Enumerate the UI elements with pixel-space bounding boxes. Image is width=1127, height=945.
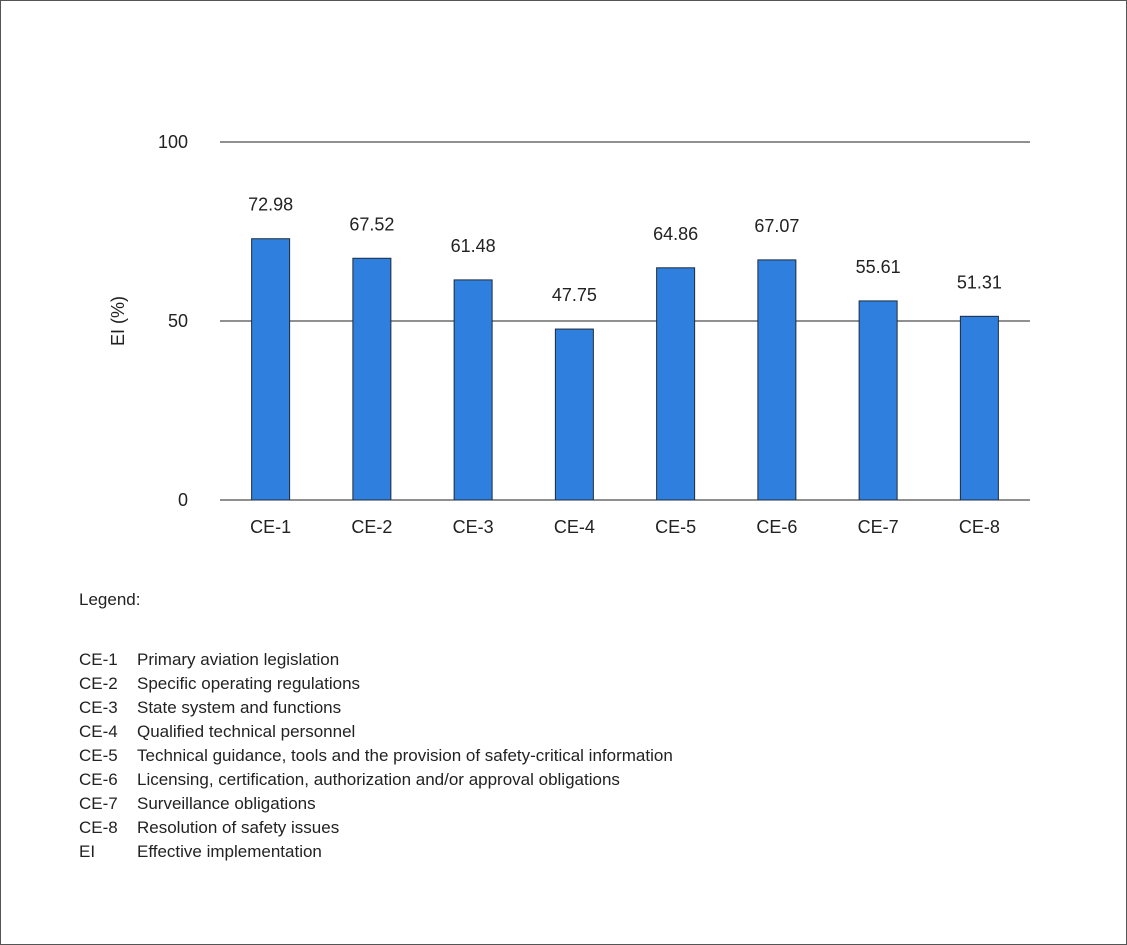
x-tick-label: CE-2 <box>351 517 392 537</box>
legend-item: EI Effective implementation <box>79 840 673 864</box>
bar-value-label: 47.75 <box>552 285 597 305</box>
bar-value-label: 72.98 <box>248 195 293 215</box>
bar <box>656 267 696 501</box>
legend-text: Qualified technical personnel <box>137 722 356 741</box>
legend-text: Specific operating regulations <box>137 674 361 693</box>
legend-code: CE-5 <box>79 746 118 765</box>
legend: Legend: CE-1 Primary aviation legislation… <box>79 590 673 864</box>
legend-item: CE-4 Qualified technical personnel <box>79 720 673 744</box>
bar <box>554 328 594 501</box>
bars <box>251 238 999 501</box>
bar <box>858 300 898 501</box>
y-tick-label: 100 <box>158 132 188 152</box>
x-tick-label: CE-1 <box>250 517 291 537</box>
legend-code: CE-4 <box>79 722 118 741</box>
bar-value-label: 67.07 <box>754 216 799 236</box>
legend-code: CE-1 <box>79 650 118 669</box>
bar-value-label: 67.52 <box>349 214 394 234</box>
gridlines <box>220 141 1030 501</box>
x-tick-label: CE-6 <box>756 517 797 537</box>
legend-title: Legend: <box>79 590 141 609</box>
bar-value-label: 55.61 <box>856 257 901 277</box>
y-tick-label: 0 <box>178 490 188 510</box>
x-tick-label: CE-3 <box>453 517 494 537</box>
bar <box>757 259 797 501</box>
x-axis-ticks: CE-1 CE-2 CE-3 CE-4 CE-5 CE-6 CE-7 CE-8 <box>250 517 1000 537</box>
bar <box>352 257 392 501</box>
legend-text: Licensing, certification, authorization … <box>137 770 620 789</box>
legend-code: CE-7 <box>79 794 118 813</box>
legend-item: CE-8 Resolution of safety issues <box>79 816 673 840</box>
bar-value-label: 61.48 <box>451 236 496 256</box>
bar <box>251 238 291 501</box>
legend-code: EI <box>79 842 96 861</box>
legend-code: CE-6 <box>79 770 118 789</box>
legend-text: Technical guidance, tools and the provis… <box>137 746 673 765</box>
legend-code: CE-3 <box>79 698 118 717</box>
bar-chart: 0 50 100 EI (%) 72.98 67.52 61.48 47.75 64.86 6… <box>108 132 1030 537</box>
bar <box>453 279 493 501</box>
legend-item: CE-1 Primary aviation legislation <box>79 648 673 672</box>
bar-value-label: 64.86 <box>653 224 698 244</box>
legend-code: CE-2 <box>79 674 118 693</box>
legend-text: Surveillance obligations <box>137 794 316 813</box>
legend-item: CE-3 State system and functions <box>79 696 673 720</box>
x-tick-label: CE-7 <box>858 517 899 537</box>
x-tick-label: CE-4 <box>554 517 595 537</box>
y-axis-ticks: 0 50 100 <box>158 132 188 510</box>
legend-item: CE-5 Technical guidance, tools and the pr… <box>79 744 673 768</box>
y-axis-label: EI (%) <box>108 296 128 346</box>
bar-value-label: 51.31 <box>957 272 1002 292</box>
bar <box>959 315 999 501</box>
bar-value-labels: 72.98 67.52 61.48 47.75 64.86 67.07 55.61 51.31 <box>248 195 1002 305</box>
legend-text: Primary aviation legislation <box>137 650 340 669</box>
legend-text: Effective implementation <box>137 842 322 861</box>
x-tick-label: CE-8 <box>959 517 1000 537</box>
legend-item: CE-6 Licensing, certification, authorizat… <box>79 768 673 792</box>
legend-item: CE-2 Specific operating regulations <box>79 672 673 696</box>
legend-list: CE-1 Primary aviation legislation CE-2 Spec… <box>79 648 673 864</box>
legend-text: State system and functions <box>137 698 342 717</box>
y-tick-label: 50 <box>168 311 188 331</box>
legend-code: CE-8 <box>79 818 118 837</box>
x-tick-label: CE-5 <box>655 517 696 537</box>
legend-item: CE-7 Surveillance obligations <box>79 792 673 816</box>
legend-text: Resolution of safety issues <box>137 818 340 837</box>
